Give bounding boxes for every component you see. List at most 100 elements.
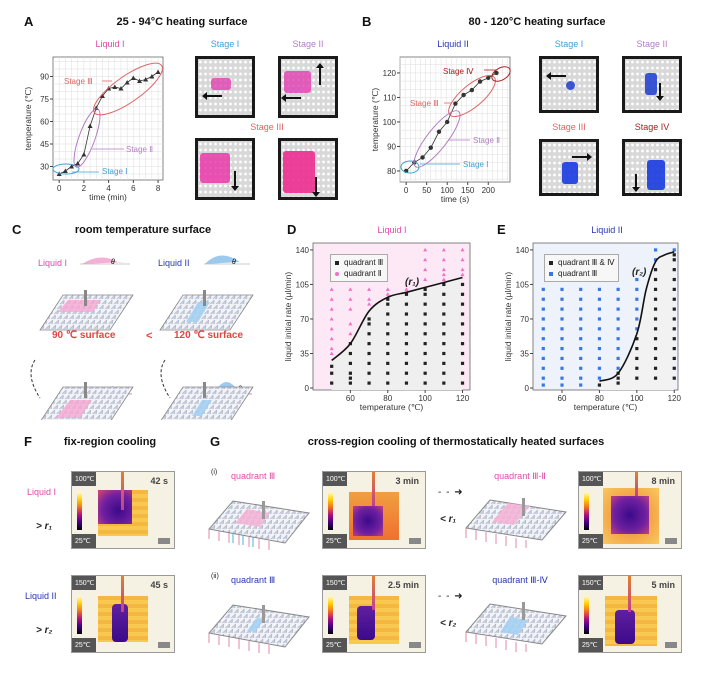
x-tick-label: 100: [441, 186, 455, 195]
data-point: [75, 161, 81, 166]
tmin-label: 25℃: [323, 638, 347, 652]
legend-item-quadrant-iii-iv: quadrant Ⅲ & Ⅳ: [549, 257, 614, 268]
tmin-label: 25℃: [72, 638, 96, 652]
data-point: [635, 346, 639, 351]
data-point: [672, 253, 676, 257]
stage-iii-annotation: Stage Ⅲ: [410, 99, 439, 108]
data-point: [423, 292, 427, 296]
data-point: [460, 267, 465, 272]
tmax-label: 100℃: [323, 472, 347, 486]
data-point: [330, 381, 334, 385]
data-point: [653, 346, 658, 351]
panel-g-letter: G: [210, 434, 221, 449]
data-point: [486, 75, 491, 81]
data-point: [330, 364, 334, 368]
data-point: [635, 356, 639, 361]
data-point: [460, 351, 465, 356]
data-point: [460, 381, 465, 385]
data-point: [329, 297, 334, 301]
tmax-label: 150℃: [72, 576, 96, 590]
data-point: [672, 327, 676, 331]
panel-c-title: room temperature surface: [74, 224, 212, 236]
data-point: [597, 317, 602, 321]
data-point: [579, 337, 583, 341]
panel-e-legend: quadrant Ⅲ & Ⅳ quadrant Ⅲ: [544, 254, 620, 282]
y-tick-label: 35: [300, 349, 309, 358]
data-point: [441, 267, 446, 272]
data-point: [653, 248, 658, 252]
data-point: [541, 356, 545, 361]
data-point: [616, 327, 620, 331]
data-point: [385, 292, 390, 296]
data-point: [112, 84, 118, 89]
data-point: [404, 381, 409, 385]
data-point: [386, 351, 390, 356]
data-point: [423, 371, 427, 375]
legend-item-quadrant-iii-blue: quadrant Ⅲ: [549, 268, 614, 279]
plot-area: [52, 56, 164, 181]
data-point: [367, 361, 371, 365]
data-point: [579, 327, 583, 331]
y-tick-label: 105: [516, 280, 530, 289]
data-point: [367, 381, 371, 385]
data-point: [386, 312, 390, 316]
data-point: [81, 152, 87, 157]
y-tick-label: 90: [387, 142, 396, 151]
y-tick-label: 120: [383, 69, 397, 78]
y-axis-label: liquid initial rate (μl/min): [283, 272, 293, 362]
data-point: [579, 317, 583, 321]
photo-label-b-stage-iii: Stage III: [552, 122, 586, 132]
data-point: [635, 307, 639, 311]
data-point: [616, 287, 620, 291]
f-row2-condition: > r₂: [36, 625, 53, 636]
data-point: [616, 307, 620, 311]
data-point: [348, 287, 353, 291]
data-point: [597, 327, 602, 331]
data-point: [386, 297, 390, 301]
data-point: [420, 155, 425, 160]
color-scale-bar: [77, 492, 82, 530]
data-point: [137, 78, 143, 83]
theta-symbol-2: θ: [111, 259, 115, 266]
data-point: [348, 361, 352, 365]
data-point: [560, 337, 564, 341]
g-row1-end-label: quadrant Ⅲ-Ⅱ: [494, 471, 546, 481]
data-point: [386, 361, 390, 365]
data-point: [460, 292, 465, 296]
elapsed-time: 42 s: [150, 476, 168, 486]
data-point: [404, 322, 409, 326]
y-tick-label: 140: [516, 246, 530, 255]
data-point: [124, 80, 130, 85]
data-point: [477, 79, 483, 84]
data-point: [453, 101, 458, 106]
elapsed-time: 3 min: [395, 476, 419, 486]
y-tick-label: 35: [520, 349, 529, 358]
data-point: [404, 287, 409, 291]
data-point: [442, 351, 446, 356]
data-point: [579, 297, 583, 301]
droplet-profile-liquid-i: [80, 257, 130, 265]
data-point: [597, 307, 602, 311]
data-point: [635, 277, 639, 282]
x-tick-label: 60: [558, 394, 567, 403]
data-point: [348, 331, 353, 336]
thermal-image-g-ii-start: 150℃ 25℃ 2.5 min: [322, 575, 426, 653]
data-point: [367, 317, 371, 321]
data-point: [367, 302, 372, 306]
data-point: [672, 337, 676, 341]
photo-label-stage-ii: Stage II: [292, 39, 324, 49]
color-scale-bar: [328, 596, 333, 634]
data-point: [616, 346, 620, 351]
stage-ii-ellipse: [413, 110, 461, 168]
panel-a-letter: A: [24, 14, 34, 29]
data-point: [541, 337, 545, 341]
data-point: [616, 366, 620, 370]
x-tick-label: 6: [131, 184, 136, 193]
surface-diagram-g-i-start: [208, 500, 310, 550]
data-point: [442, 332, 446, 336]
photo-label-b-stage-iv: Stage IV: [634, 122, 670, 132]
data-point: [460, 302, 465, 306]
data-point: [329, 346, 334, 351]
tmax-label: 100℃: [72, 472, 96, 486]
data-point: [442, 342, 446, 346]
